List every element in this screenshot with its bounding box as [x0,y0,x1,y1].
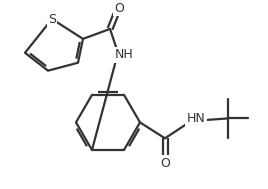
Text: O: O [114,2,124,15]
Text: S: S [48,12,56,26]
Text: NH: NH [115,48,133,61]
Text: O: O [160,157,170,170]
Text: HN: HN [187,112,205,125]
